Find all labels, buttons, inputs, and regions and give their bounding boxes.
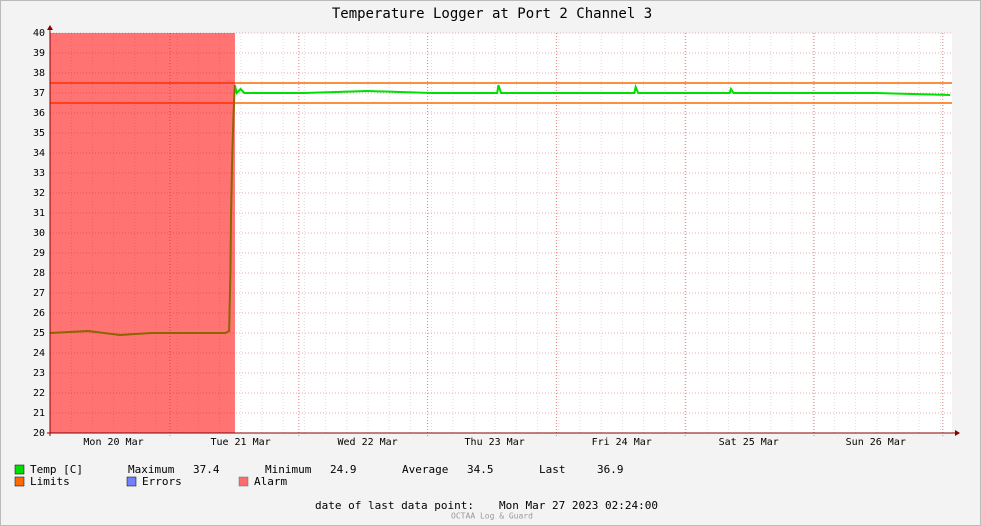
y-tick-label: 36 [33, 108, 45, 119]
y-tick-label: 27 [33, 288, 45, 299]
footer-value: Mon Mar 27 2023 02:24:00 [499, 499, 658, 512]
stat-label: Last [539, 463, 566, 476]
stat-value: 36.9 [597, 463, 624, 476]
chart-title: Temperature Logger at Port 2 Channel 3 [332, 6, 652, 22]
y-tick-label: 37 [33, 88, 45, 99]
stat-value: 24.9 [330, 463, 357, 476]
stat-label: Minimum [265, 463, 312, 476]
y-tick-label: 26 [33, 308, 45, 319]
y-tick-label: 30 [33, 228, 45, 239]
y-tick-label: 34 [33, 148, 45, 159]
y-arrow [47, 25, 53, 30]
y-tick-label: 32 [33, 188, 45, 199]
legend-swatch [238, 476, 249, 487]
stat-label: Maximum [128, 463, 175, 476]
y-tick-label: 24 [33, 348, 45, 359]
y-tick-label: 39 [33, 48, 45, 59]
y-tick-label: 22 [33, 388, 45, 399]
y-tick-label: 21 [33, 408, 45, 419]
x-tick-label: Wed 22 Mar [337, 437, 397, 448]
legend-swatch [126, 476, 137, 487]
y-tick-label: 35 [33, 128, 45, 139]
y-tick-label: 23 [33, 368, 45, 379]
x-tick-label: Sat 25 Mar [719, 437, 779, 448]
x-tick-label: Sun 26 Mar [846, 437, 906, 448]
stat-value: 37.4 [193, 463, 220, 476]
y-tick-label: 31 [33, 208, 45, 219]
y-tick-label: 28 [33, 268, 45, 279]
watermark: OCTAA Log & Guard [451, 512, 533, 521]
legend-label: Alarm [254, 475, 287, 488]
y-tick-label: 40 [33, 28, 45, 39]
x-tick-label: Fri 24 Mar [592, 437, 652, 448]
x-arrow [955, 430, 960, 436]
x-tick-label: Thu 23 Mar [465, 437, 525, 448]
legend-label: Limits [30, 475, 70, 488]
stat-value: 34.5 [467, 463, 494, 476]
y-tick-label: 38 [33, 68, 45, 79]
legend-label: Errors [142, 475, 182, 488]
y-tick-label: 25 [33, 328, 45, 339]
legend-swatch [14, 476, 25, 487]
alarm-area [50, 33, 235, 433]
x-tick-label: Tue 21 Mar [210, 437, 270, 448]
y-tick-label: 29 [33, 248, 45, 259]
stat-label: Average [402, 463, 448, 476]
legend-label: Temp [C] [30, 463, 83, 476]
y-tick-label: 33 [33, 168, 45, 179]
footer-label: date of last data point: [315, 499, 474, 512]
y-tick-label: 20 [33, 428, 45, 439]
x-tick-label: Mon 20 Mar [83, 437, 143, 448]
legend-swatch [14, 464, 25, 475]
